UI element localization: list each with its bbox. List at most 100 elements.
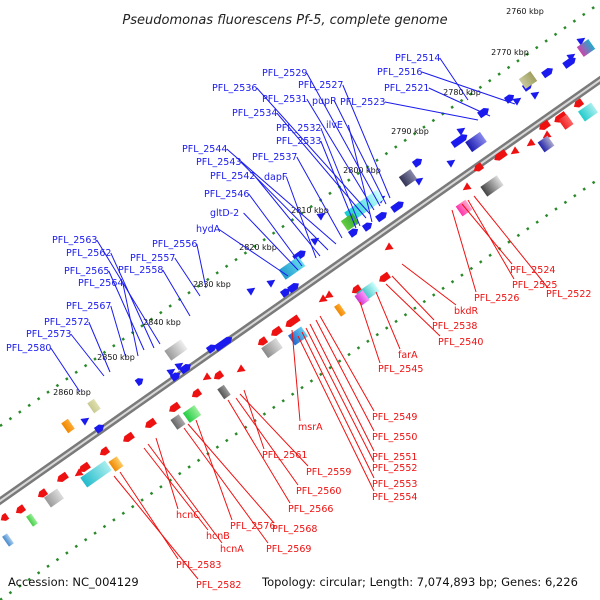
forward-leader-line: [218, 228, 289, 277]
feature-block: [398, 169, 418, 187]
forward-gene-arrow: [530, 91, 540, 100]
forward-leader-line: [88, 321, 111, 373]
feature-block: [558, 114, 574, 130]
reverse-leader-line: [297, 335, 375, 492]
reverse-gene-label: PFL_2560: [296, 486, 341, 497]
forward-leader-line: [296, 156, 343, 239]
forward-leader-line: [421, 71, 516, 105]
forward-gene-label: PFL_2523: [340, 97, 385, 108]
reverse-gene-arrow: [213, 370, 225, 380]
forward-leader-line: [162, 269, 191, 317]
feature-block: [537, 135, 555, 153]
forward-gene-label: PFL_2557: [130, 253, 175, 264]
forward-gene-arrow: [576, 37, 586, 46]
kbp-tick-label: 2840 kbp: [143, 318, 181, 327]
forward-leader-line: [333, 100, 387, 205]
reverse-gene-arrow: [202, 372, 212, 381]
reverse-gene-label: PFL_2561: [262, 450, 307, 461]
summary-text: Topology: circular; Length: 7,074,893 bp…: [261, 575, 578, 589]
forward-gene-label: dapF: [264, 172, 287, 183]
forward-leader-line: [122, 282, 139, 357]
reverse-leader-line: [119, 471, 179, 560]
kbp-tick-label: 2790 kbp: [391, 127, 429, 136]
feature-block: [340, 213, 360, 231]
reverse-gene-label: PFL_2524: [510, 265, 555, 276]
feature-block: [2, 533, 14, 547]
forward-gene-arrow: [541, 67, 553, 79]
forward-gene-label: PFL_2562: [66, 248, 111, 259]
kbp-tick-label: 2850 kbp: [97, 353, 135, 362]
feature-block: [278, 256, 306, 280]
reverse-gene-arrow: [510, 146, 520, 155]
reverse-leader-line: [291, 329, 301, 422]
reverse-gene-arrow: [285, 314, 301, 328]
reverse-leader-line: [467, 199, 515, 280]
forward-gene-label: PFL_2564: [78, 278, 123, 289]
reverse-gene-arrow: [494, 149, 508, 161]
reverse-gene-arrow: [526, 138, 536, 147]
forward-gene-label: PFL_2516: [377, 67, 422, 78]
feature-block: [518, 71, 538, 89]
forward-gene-arrow: [477, 107, 489, 119]
reverse-leader-line: [183, 427, 269, 544]
forward-gene-arrow: [375, 211, 387, 223]
reverse-gene-arrow: [79, 461, 91, 473]
tick-guide-lower: [0, 176, 600, 600]
feature-block: [354, 290, 370, 306]
reverse-leader-line: [147, 443, 223, 544]
reverse-gene-label: PFL_2526: [474, 293, 519, 304]
forward-gene-label: gltD-2: [210, 208, 239, 219]
forward-leader-line: [342, 84, 391, 199]
forward-leader-line: [226, 148, 337, 245]
reverse-gene-label: PFL_2569: [266, 544, 311, 555]
forward-gene-arrow: [347, 228, 359, 238]
forward-gene-arrow: [179, 363, 191, 375]
forward-leader-line: [320, 127, 361, 227]
reverse-gene-arrow: [191, 388, 203, 398]
feature-block: [182, 405, 202, 423]
forward-gene-label: PFL_2558: [118, 265, 163, 276]
forward-gene-label: PFL_2546: [204, 189, 249, 200]
forward-leader-line: [174, 257, 201, 297]
forward-gene-arrow: [390, 201, 404, 213]
forward-gene-arrow: [562, 57, 576, 69]
forward-leader-line: [110, 252, 155, 349]
reverse-leader-line: [301, 331, 375, 479]
reverse-gene-label: PFL_2576: [230, 521, 275, 532]
forward-leader-line: [439, 57, 469, 101]
reverse-gene-label: PFL_2522: [546, 289, 591, 300]
forward-leader-line: [108, 270, 145, 351]
forward-leader-line: [70, 333, 105, 377]
kbp-tick-label: 2800 kbp: [343, 166, 381, 175]
reverse-gene-label: PFL_2554: [372, 492, 417, 503]
forward-gene-label: PFL_2556: [152, 239, 197, 250]
forward-gene-label: PFL_2563: [52, 235, 97, 246]
map-title: Pseudomonas fluorescens Pf-5, complete g…: [122, 13, 447, 28]
forward-leader-line: [306, 72, 381, 207]
tick-guide-upper: [0, 1, 600, 428]
forward-gene-arrow: [266, 279, 276, 288]
forward-gene-arrow: [450, 134, 468, 149]
forward-gene-label: PFL_2565: [64, 266, 109, 277]
reverse-gene-arrow: [539, 119, 551, 131]
forward-gene-arrow: [213, 336, 233, 352]
feature-block: [87, 398, 101, 414]
forward-gene-label: PFL_2544: [182, 144, 227, 155]
forward-gene-arrow: [169, 372, 181, 382]
reverse-gene-arrow: [271, 325, 283, 337]
forward-leader-line: [256, 87, 371, 215]
reverse-gene-label: PFL_2549: [372, 412, 417, 423]
reverse-gene-label: hcnA: [220, 544, 244, 555]
reverse-leader-line: [359, 301, 381, 364]
forward-gene-label: PFL_2529: [262, 68, 307, 79]
forward-gene-arrow: [512, 97, 522, 106]
reverse-gene-label: PFL_2583: [176, 560, 221, 571]
reverse-gene-arrow: [57, 471, 69, 483]
reverse-gene-label: PFL_2559: [306, 467, 351, 478]
reverse-gene-arrow: [236, 364, 246, 373]
forward-leader-line: [347, 124, 373, 223]
feature-block: [164, 339, 188, 361]
reverse-leader-line: [319, 315, 375, 412]
forward-leader-line: [50, 347, 81, 393]
reverse-gene-arrow: [473, 162, 485, 172]
